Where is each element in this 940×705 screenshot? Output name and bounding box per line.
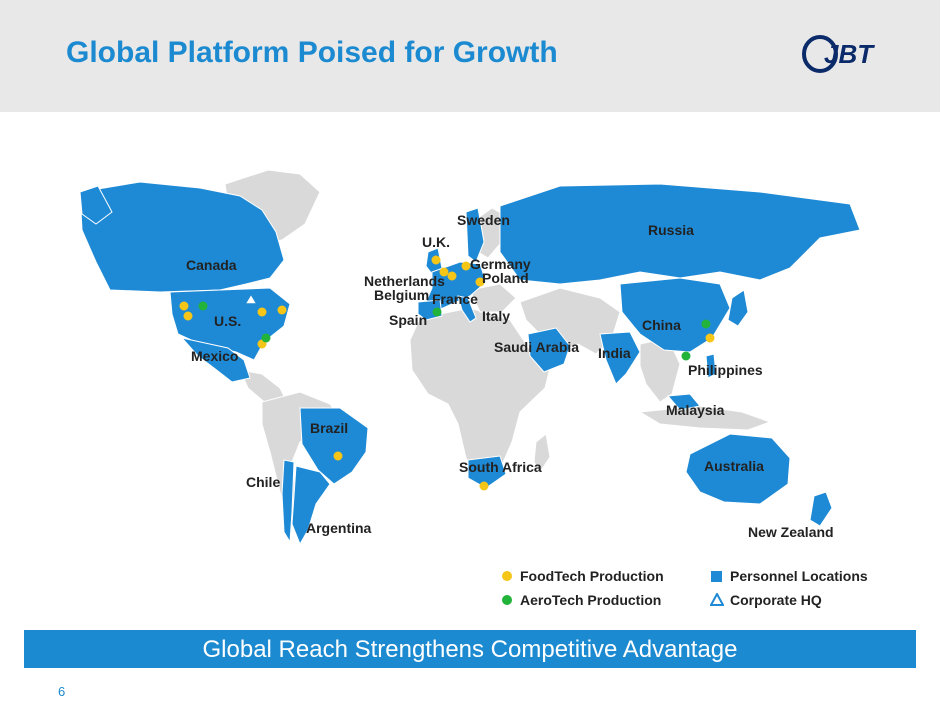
- label-sweden: Sweden: [457, 212, 510, 228]
- label-belgium: Belgium: [374, 287, 430, 303]
- label-russia: Russia: [648, 222, 694, 238]
- label-us: U.S.: [214, 313, 242, 329]
- legend-foodtech: FoodTech Production: [520, 568, 664, 584]
- label-brazil: Brazil: [310, 420, 349, 436]
- logo-text: JBT: [824, 39, 875, 69]
- label-germany: Germany: [470, 256, 531, 272]
- aerotech-dot-icon: [502, 595, 512, 605]
- label-india: India: [598, 345, 631, 361]
- jbt-logo: JBT: [802, 35, 875, 73]
- label-italy: Italy: [482, 308, 511, 324]
- label-new-zealand: New Zealand: [748, 524, 834, 540]
- foodtech-dot-icon: [502, 571, 512, 581]
- hq-triangle-icon: [710, 593, 724, 606]
- label-spain: Spain: [389, 312, 428, 328]
- label-canada: Canada: [186, 257, 237, 273]
- label-netherlands: Netherlands: [364, 273, 445, 289]
- world-map: [79, 169, 861, 546]
- label-malaysia: Malaysia: [666, 402, 725, 418]
- legend-hq: Corporate HQ: [730, 592, 822, 608]
- label-argentina: Argentina: [306, 520, 372, 536]
- corporate-hq-marker: [243, 292, 259, 305]
- tagline-banner: Global Reach Strengthens Competitive Adv…: [24, 630, 916, 668]
- label-poland: Poland: [482, 270, 529, 286]
- legend-personnel: Personnel Locations: [730, 568, 868, 584]
- header-bar: [0, 0, 940, 112]
- label-saudi-arabia: Saudi Arabia: [494, 339, 580, 355]
- label-chile: Chile: [246, 474, 281, 490]
- label-south-africa: South Africa: [459, 459, 542, 475]
- page-title: Global Platform Poised for Growth: [66, 36, 558, 69]
- label-philippines: Philippines: [688, 362, 763, 378]
- label-australia: Australia: [704, 458, 764, 474]
- label-france: France: [432, 291, 478, 307]
- label-china: China: [642, 317, 681, 333]
- legend-aerotech: AeroTech Production: [520, 592, 662, 608]
- page-number: 6: [58, 684, 66, 699]
- personnel-square-icon: [711, 571, 722, 582]
- label-uk: U.K.: [422, 234, 450, 250]
- label-mexico: Mexico: [191, 348, 239, 364]
